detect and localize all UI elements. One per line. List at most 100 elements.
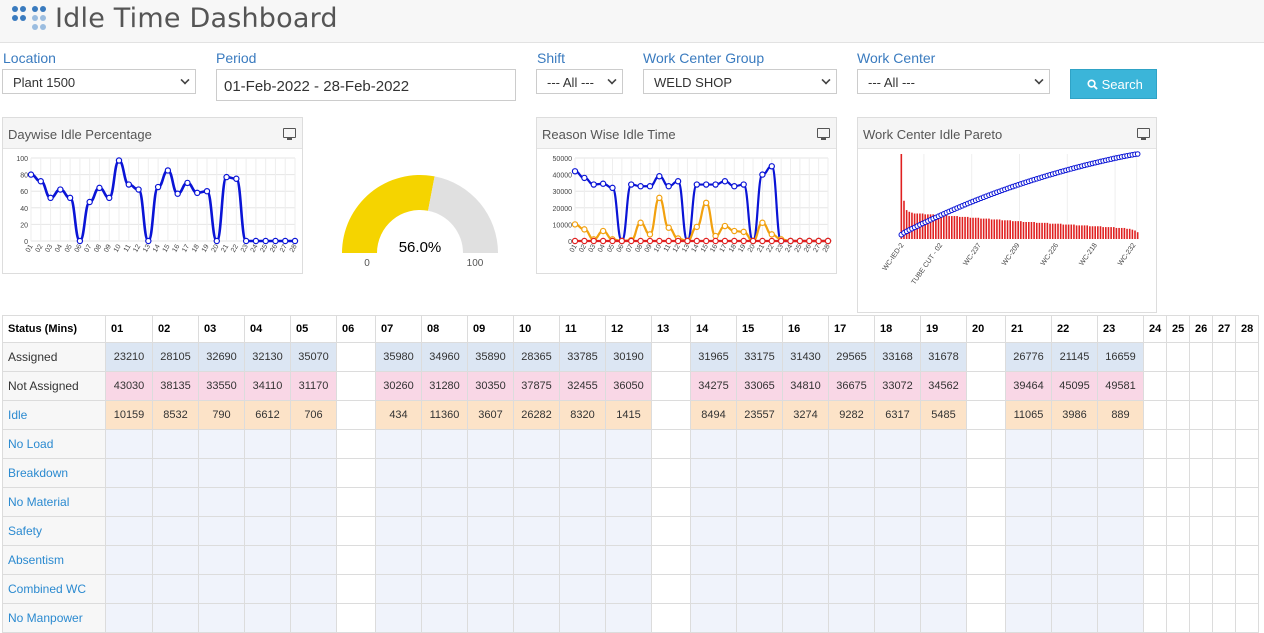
pareto-bar <box>1067 224 1070 239</box>
day-column-header: 01 <box>105 315 153 343</box>
table-cell: 28365 <box>513 342 560 372</box>
table-cell: 34960 <box>421 342 468 372</box>
data-point <box>96 184 103 192</box>
pareto-bar <box>966 216 969 239</box>
row-label[interactable]: Absentism <box>2 545 106 575</box>
table-cell <box>336 458 376 488</box>
data-point <box>66 194 74 202</box>
table-cell <box>828 429 875 459</box>
table-cell <box>874 603 921 633</box>
data-point <box>731 237 738 245</box>
table-cell <box>421 458 468 488</box>
table-cell <box>375 458 422 488</box>
monitor-icon[interactable] <box>283 128 296 140</box>
pareto-bar <box>1065 224 1067 239</box>
table-cell <box>198 516 245 546</box>
data-point <box>759 237 766 245</box>
monitor-icon[interactable] <box>817 128 830 140</box>
table-cell: 35980 <box>375 342 422 372</box>
table-cell <box>1212 574 1236 604</box>
table-cell <box>1005 603 1052 633</box>
pareto-bar <box>1107 227 1110 239</box>
pareto-bar <box>1017 221 1019 239</box>
pareto-panel-title: Work Center Idle Pareto <box>863 127 1003 142</box>
wc-group-select[interactable]: WELD SHOP <box>643 69 837 94</box>
table-cell: 43030 <box>105 371 153 401</box>
day-column-header: 13 <box>651 315 691 343</box>
table-row: Assigned 23210 28105 32690 32130 35070 35980 34… <box>2 342 1259 372</box>
table-cell: 34275 <box>690 371 737 401</box>
day-column-header: 12 <box>605 315 652 343</box>
pareto-bar <box>1128 228 1131 239</box>
x-tick-label: WC-232 <box>1117 242 1138 267</box>
table-cell <box>1097 429 1144 459</box>
row-label[interactable]: No Material <box>2 487 106 517</box>
table-cell <box>1166 400 1190 430</box>
table-cell <box>467 458 514 488</box>
table-cell: 3986 <box>1051 400 1098 430</box>
table-cell <box>375 574 422 604</box>
x-tick-label: 04 <box>54 243 64 253</box>
pareto-bar <box>1027 222 1030 239</box>
table-cell <box>651 516 691 546</box>
table-cell <box>605 516 652 546</box>
row-label[interactable]: Safety <box>2 516 106 546</box>
table-cell <box>1097 603 1144 633</box>
day-column-header: 24 <box>1143 315 1167 343</box>
data-point <box>291 237 299 245</box>
location-select[interactable]: Plant 1500 <box>2 69 196 94</box>
row-label[interactable]: Breakdown <box>2 458 106 488</box>
data-point <box>665 183 672 190</box>
table-cell: 34110 <box>244 371 291 401</box>
period-input[interactable]: 01-Feb-2022 - 28-Feb-2022 <box>216 69 516 101</box>
table-cell <box>105 429 153 459</box>
table-cell <box>336 342 376 372</box>
table-cell <box>1166 603 1190 633</box>
x-tick-label: 03 <box>588 243 598 253</box>
table-cell <box>1189 342 1213 372</box>
pareto-bar <box>1041 222 1043 239</box>
table-cell <box>920 545 967 575</box>
row-label[interactable]: Combined WC <box>2 574 106 604</box>
row-label[interactable]: Idle <box>2 400 106 430</box>
series-line <box>30 159 296 243</box>
data-point <box>571 237 579 245</box>
x-tick-label: 13 <box>681 243 691 253</box>
table-cell <box>828 574 875 604</box>
x-tick-label: WC-218 <box>1078 242 1099 267</box>
table-cell <box>198 603 245 633</box>
search-button[interactable]: Search <box>1070 69 1157 99</box>
day-column-header: 05 <box>290 315 337 343</box>
pareto-bar <box>1102 227 1104 239</box>
data-point <box>145 237 152 245</box>
table-cell <box>1212 400 1236 430</box>
work-center-value: --- All --- <box>868 75 915 90</box>
data-point <box>599 227 607 235</box>
table-cell <box>467 429 514 459</box>
x-tick-label: 07 <box>83 243 93 253</box>
pareto-bar <box>1012 221 1014 239</box>
data-point <box>665 224 672 231</box>
pareto-bar <box>1120 227 1123 239</box>
table-cell <box>1235 545 1259 575</box>
shift-select[interactable]: --- All --- <box>536 69 623 94</box>
row-label[interactable]: No Manpower <box>2 603 106 633</box>
table-cell <box>651 400 691 430</box>
pareto-bar <box>969 217 972 239</box>
table-cell <box>1235 342 1259 372</box>
table-header-row: Status (Mins) 01 02 03 04 05 06 07 08 09 10 11 12 13 1… <box>2 315 1259 343</box>
daywise-panel-title: Daywise Idle Percentage <box>8 127 152 142</box>
table-cell: 8320 <box>559 400 606 430</box>
table-cell <box>651 458 691 488</box>
x-tick-label: 04 <box>597 243 607 253</box>
data-point <box>768 231 775 238</box>
table-cell <box>375 545 422 575</box>
table-cell <box>920 574 967 604</box>
table-cell <box>105 516 153 546</box>
grid-dots-icon[interactable] <box>12 6 48 30</box>
pareto-bar <box>1097 226 1099 239</box>
row-label[interactable]: No Load <box>2 429 106 459</box>
monitor-icon[interactable] <box>1137 128 1150 140</box>
table-cell: 35890 <box>467 342 514 372</box>
work-center-select[interactable]: --- All --- <box>857 69 1050 94</box>
